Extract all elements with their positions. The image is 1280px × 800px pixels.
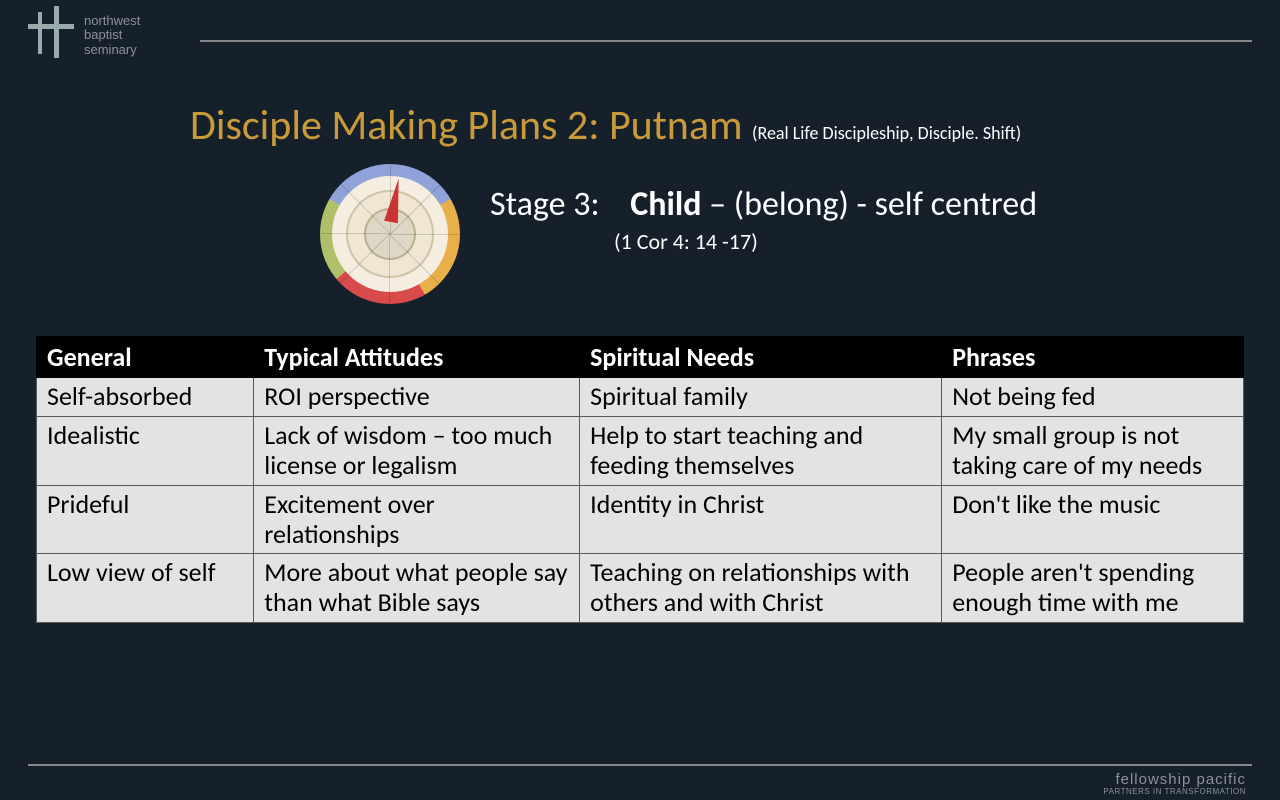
stage-rest: – (belong) - self centred: [701, 184, 1037, 225]
divider-bottom: [28, 764, 1252, 766]
title-source: (Real Life Discipleship, Disciple. Shift…: [752, 122, 1021, 144]
org-logo-bottom-right: fellowship pacific PARTNERS IN TRANSFORM…: [1103, 772, 1246, 796]
cell: Identity in Christ: [580, 485, 942, 554]
title-main: Disciple Making Plans 2: Putnam: [190, 100, 752, 151]
th-phrases: Phrases: [942, 337, 1244, 378]
table-row: Low view of self More about what people …: [37, 554, 1244, 623]
th-attitudes: Typical Attitudes: [254, 337, 580, 378]
cell: More about what people say than what Bib…: [254, 554, 580, 623]
scripture-reference: (1 Cor 4: 14 -17): [614, 228, 758, 255]
table-row: Idealistic Lack of wisdom – too much lic…: [37, 416, 1244, 485]
stage-table: General Typical Attitudes Spiritual Need…: [36, 336, 1244, 623]
cell: Don't like the music: [942, 485, 1244, 554]
slide-title: Disciple Making Plans 2: Putnam (Real Li…: [190, 100, 1240, 151]
footer-sub: PARTNERS IN TRANSFORMATION: [1103, 788, 1246, 796]
cell: Not being fed: [942, 378, 1244, 417]
cell: Low view of self: [37, 554, 254, 623]
cell: Teaching on relationships with others an…: [580, 554, 942, 623]
org-name: northwest baptist seminary: [84, 14, 140, 57]
cell: Prideful: [37, 485, 254, 554]
th-needs: Spiritual Needs: [580, 337, 942, 378]
org-logo-top-left: northwest baptist seminary: [28, 6, 140, 62]
cell: Spiritual family: [580, 378, 942, 417]
discipleship-wheel-icon: [320, 164, 460, 304]
footer-brand: fellowship pacific: [1103, 772, 1246, 788]
cell: My small group is not taking care of my …: [942, 416, 1244, 485]
cell: Idealistic: [37, 416, 254, 485]
cross-icon: [28, 6, 74, 62]
stage-word: Child: [630, 184, 701, 225]
th-general: General: [37, 337, 254, 378]
stage-label: Stage 3:: [490, 184, 600, 225]
divider-top: [200, 40, 1252, 42]
table-row: Self-absorbed ROI perspective Spiritual …: [37, 378, 1244, 417]
cell: ROI perspective: [254, 378, 580, 417]
org-line1: northwest: [84, 14, 140, 28]
org-line3: seminary: [84, 43, 140, 57]
cell: Help to start teaching and feeding thems…: [580, 416, 942, 485]
cell: Self-absorbed: [37, 378, 254, 417]
table-body: Self-absorbed ROI perspective Spiritual …: [37, 378, 1244, 623]
table-header-row: General Typical Attitudes Spiritual Need…: [37, 337, 1244, 378]
cell: People aren't spending enough time with …: [942, 554, 1244, 623]
stage-heading: Stage 3: Child – (belong) - self centred: [490, 184, 1240, 225]
cell: Lack of wisdom – too much license or leg…: [254, 416, 580, 485]
cell: Excitement over relationships: [254, 485, 580, 554]
org-line2: baptist: [84, 28, 140, 42]
table-row: Prideful Excitement over relationships I…: [37, 485, 1244, 554]
